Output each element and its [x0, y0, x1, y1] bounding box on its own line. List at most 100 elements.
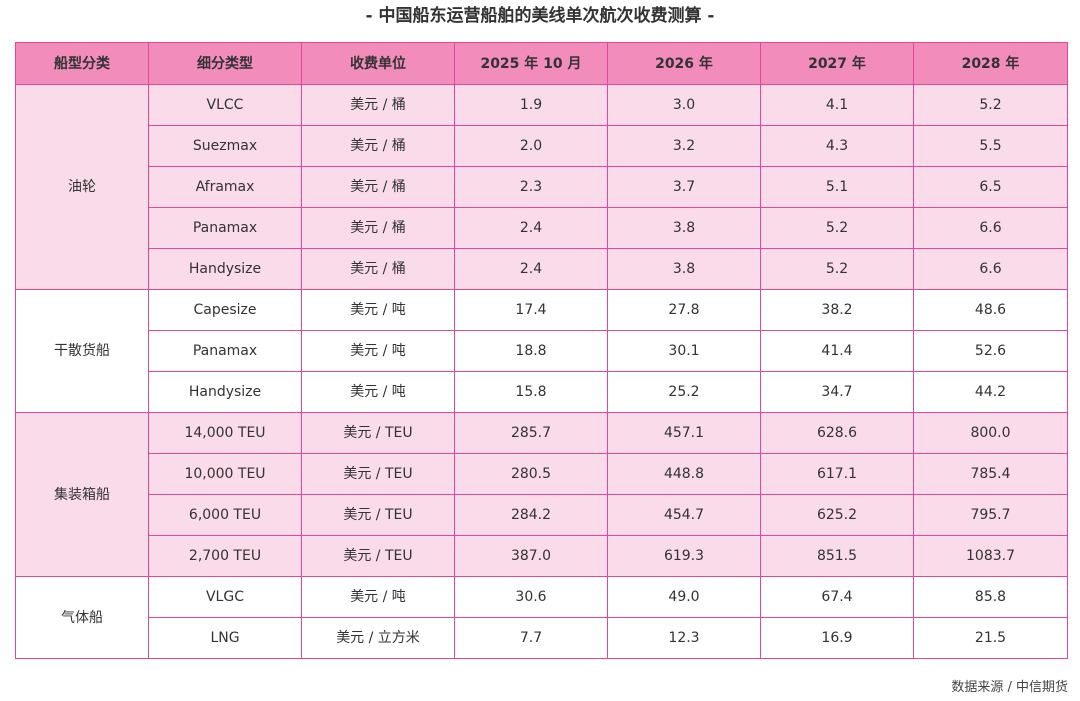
- value-2026-cell: 30.1: [607, 330, 761, 372]
- value-2027-cell: 34.7: [760, 371, 914, 413]
- subtype-cell: Panamax: [148, 207, 302, 249]
- unit-cell: 美元 / TEU: [301, 412, 455, 454]
- source-note: 数据来源 / 中信期货: [951, 680, 1068, 695]
- value-2025-cell: 30.6: [454, 576, 608, 618]
- category-cell-tanker: 油轮: [15, 84, 149, 290]
- unit-cell: 美元 / 桶: [301, 125, 455, 167]
- unit-cell: 美元 / 吨: [301, 289, 455, 331]
- value-2028-cell: 800.0: [913, 412, 1068, 454]
- value-2028-cell: 5.2: [913, 84, 1068, 126]
- category-cell-gas-carrier: 气体船: [15, 576, 149, 659]
- table-row: Handysize 美元 / 桶 2.4 3.8 5.2 6.6: [16, 248, 1068, 290]
- value-2025-cell: 18.8: [454, 330, 608, 372]
- value-2028-cell: 48.6: [913, 289, 1068, 331]
- value-2026-cell: 3.8: [607, 207, 761, 249]
- value-2026-cell: 457.1: [607, 412, 761, 454]
- subtype-cell: VLCC: [148, 84, 302, 126]
- table-row: 2,700 TEU 美元 / TEU 387.0 619.3 851.5 108…: [16, 535, 1068, 577]
- value-2028-cell: 21.5: [913, 617, 1068, 659]
- unit-cell: 美元 / TEU: [301, 494, 455, 536]
- header-2027: 2027 年: [760, 42, 914, 85]
- value-2025-cell: 17.4: [454, 289, 608, 331]
- value-2025-cell: 7.7: [454, 617, 608, 659]
- table-row: LNG 美元 / 立方米 7.7 12.3 16.9 21.5: [16, 617, 1068, 659]
- table-row: Aframax 美元 / 桶 2.3 3.7 5.1 6.5: [16, 166, 1068, 208]
- value-2028-cell: 44.2: [913, 371, 1068, 413]
- value-2026-cell: 49.0: [607, 576, 761, 618]
- value-2027-cell: 41.4: [760, 330, 914, 372]
- table-row: Panamax 美元 / 桶 2.4 3.8 5.2 6.6: [16, 207, 1068, 249]
- value-2027-cell: 628.6: [760, 412, 914, 454]
- value-2027-cell: 5.2: [760, 207, 914, 249]
- value-2025-cell: 284.2: [454, 494, 608, 536]
- value-2025-cell: 2.0: [454, 125, 608, 167]
- value-2028-cell: 1083.7: [913, 535, 1068, 577]
- table-header-row: 船型分类 细分类型 收费单位 2025 年 10 月 2026 年 2027 年…: [15, 42, 1068, 85]
- value-2027-cell: 4.1: [760, 84, 914, 126]
- unit-cell: 美元 / 桶: [301, 84, 455, 126]
- table-row: 干散货船 Capesize 美元 / 吨 17.4 27.8 38.2 48.6: [15, 289, 1068, 413]
- subtype-cell: Suezmax: [148, 125, 302, 167]
- value-2028-cell: 85.8: [913, 576, 1068, 618]
- table-row: 集装箱船 14,000 TEU 美元 / TEU 285.7 457.1 628…: [15, 412, 1068, 577]
- value-2028-cell: 52.6: [913, 330, 1068, 372]
- subtype-cell: Handysize: [148, 248, 302, 290]
- header-unit: 收费单位: [301, 42, 455, 85]
- subtype-cell: LNG: [148, 617, 302, 659]
- unit-cell: 美元 / 桶: [301, 248, 455, 290]
- unit-cell: 美元 / TEU: [301, 535, 455, 577]
- value-2027-cell: 617.1: [760, 453, 914, 495]
- value-2028-cell: 5.5: [913, 125, 1068, 167]
- header-2025: 2025 年 10 月: [454, 42, 608, 85]
- value-2026-cell: 448.8: [607, 453, 761, 495]
- subtype-cell: VLGC: [148, 576, 302, 618]
- subtype-cell: 14,000 TEU: [148, 412, 302, 454]
- value-2025-cell: 2.3: [454, 166, 608, 208]
- subtype-cell: 2,700 TEU: [148, 535, 302, 577]
- value-2026-cell: 3.0: [607, 84, 761, 126]
- header-2028: 2028 年: [913, 42, 1068, 85]
- value-2028-cell: 6.6: [913, 207, 1068, 249]
- value-2026-cell: 619.3: [607, 535, 761, 577]
- value-2027-cell: 67.4: [760, 576, 914, 618]
- table-row: Handysize 美元 / 吨 15.8 25.2 34.7 44.2: [16, 371, 1068, 413]
- header-subtype: 细分类型: [148, 42, 302, 85]
- value-2028-cell: 6.5: [913, 166, 1068, 208]
- value-2025-cell: 1.9: [454, 84, 608, 126]
- page-title: - 中国船东运营船舶的美线单次航次收费测算 -: [365, 6, 715, 26]
- header-2026: 2026 年: [607, 42, 761, 85]
- subtype-cell: Capesize: [148, 289, 302, 331]
- value-2028-cell: 795.7: [913, 494, 1068, 536]
- unit-cell: 美元 / 吨: [301, 330, 455, 372]
- value-2025-cell: 2.4: [454, 207, 608, 249]
- value-2026-cell: 25.2: [607, 371, 761, 413]
- value-2027-cell: 851.5: [760, 535, 914, 577]
- table-row: Panamax 美元 / 吨 18.8 30.1 41.4 52.6: [16, 330, 1068, 372]
- value-2027-cell: 16.9: [760, 617, 914, 659]
- subtype-cell: 10,000 TEU: [148, 453, 302, 495]
- value-2028-cell: 785.4: [913, 453, 1068, 495]
- unit-cell: 美元 / 桶: [301, 207, 455, 249]
- subtype-cell: Aframax: [148, 166, 302, 208]
- subtype-cell: 6,000 TEU: [148, 494, 302, 536]
- unit-cell: 美元 / 吨: [301, 576, 455, 618]
- table-row: 10,000 TEU 美元 / TEU 280.5 448.8 617.1 78…: [16, 453, 1068, 495]
- value-2027-cell: 4.3: [760, 125, 914, 167]
- table-row: 6,000 TEU 美元 / TEU 284.2 454.7 625.2 795…: [16, 494, 1068, 536]
- table-row: 油轮 VLCC 美元 / 桶 1.9 3.0 4.1 5.2: [15, 84, 1068, 290]
- fee-table: 船型分类 细分类型 收费单位 2025 年 10 月 2026 年 2027 年…: [15, 42, 1068, 659]
- subtype-cell: Panamax: [148, 330, 302, 372]
- value-2027-cell: 5.2: [760, 248, 914, 290]
- unit-cell: 美元 / TEU: [301, 453, 455, 495]
- category-cell-container: 集装箱船: [15, 412, 149, 577]
- header-category: 船型分类: [15, 42, 149, 85]
- table-row: 气体船 VLGC 美元 / 吨 30.6 49.0 67.4 85.8: [15, 576, 1068, 659]
- value-2026-cell: 3.2: [607, 125, 761, 167]
- unit-cell: 美元 / 桶: [301, 166, 455, 208]
- value-2026-cell: 27.8: [607, 289, 761, 331]
- subtype-cell: Handysize: [148, 371, 302, 413]
- value-2025-cell: 2.4: [454, 248, 608, 290]
- value-2025-cell: 285.7: [454, 412, 608, 454]
- unit-cell: 美元 / 吨: [301, 371, 455, 413]
- value-2027-cell: 625.2: [760, 494, 914, 536]
